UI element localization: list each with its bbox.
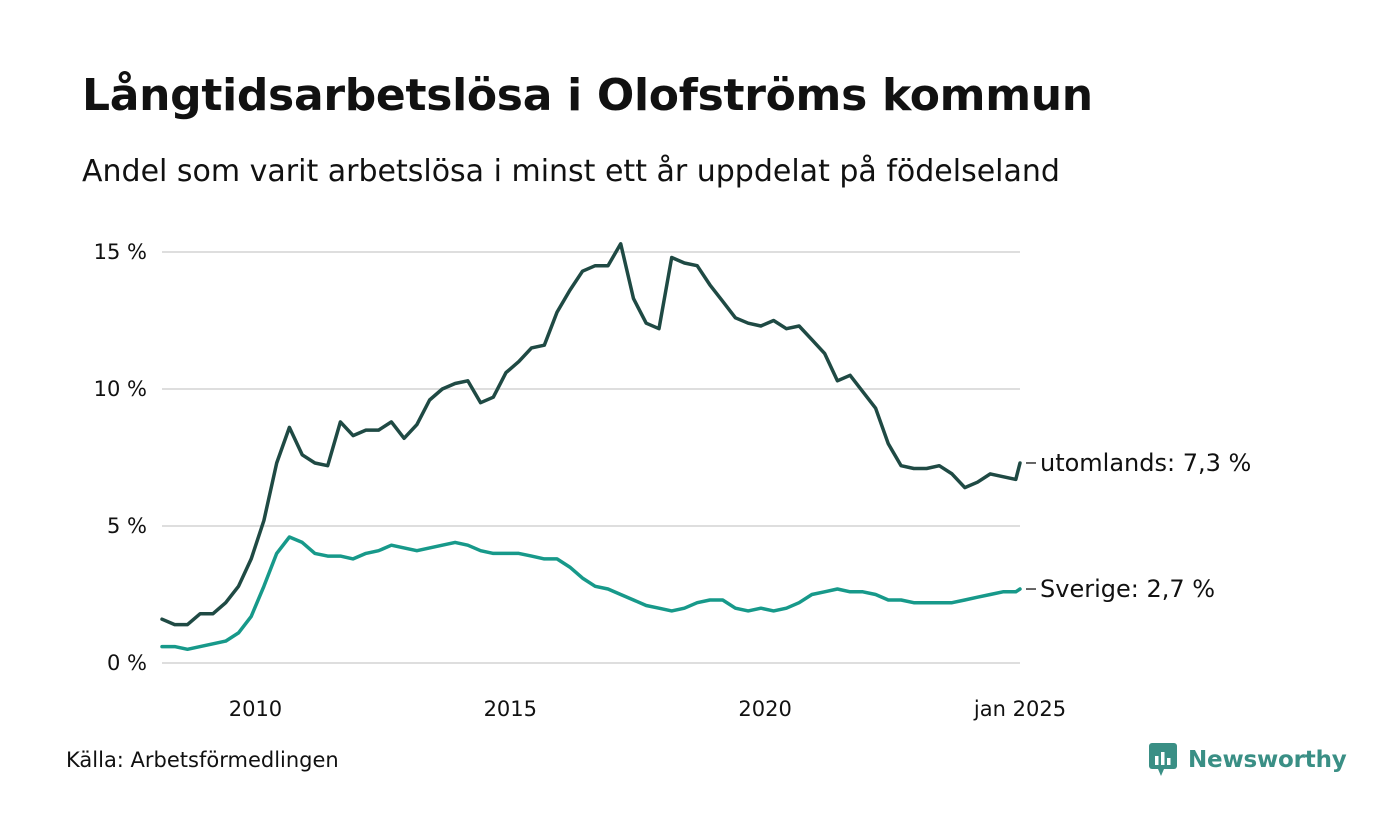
source-note: Källa: Arbetsförmedlingen [66,748,339,772]
end-label-sverige: Sverige: 2,7 % [1040,575,1215,603]
x-tick-label: 2010 [229,697,282,721]
series-line-sverige [160,535,1022,652]
y-tick-label: 10 % [94,377,147,401]
x-tick-label: jan 2025 [973,697,1066,721]
brand-name: Newsworthy [1188,747,1347,773]
chart-subtitle: Andel som varit arbetslösa i minst ett å… [82,154,1060,189]
end-label-utomlands: utomlands: 7,3 % [1040,449,1251,477]
brand-logo: Newsworthy [1148,742,1347,778]
x-axis-ticks: 2010 2015 2020 jan 2025 [229,697,1066,721]
y-tick-label: 15 % [94,240,147,264]
series-line-utomlands [160,242,1022,627]
series-lines [160,242,1022,652]
grid-lines [162,251,1020,664]
x-tick-label: 2015 [484,697,537,721]
newsworthy-logo-icon [1149,743,1177,776]
end-labels: utomlands: 7,3 % Sverige: 2,7 % [1026,449,1251,603]
chart-title: Långtidsarbetslösa i Olofströms kommun [82,70,1093,121]
y-axis-ticks: 0 % 5 % 10 % 15 % [94,240,147,675]
y-tick-label: 5 % [107,514,147,538]
y-tick-label: 0 % [107,651,147,675]
x-tick-label: 2020 [738,697,791,721]
